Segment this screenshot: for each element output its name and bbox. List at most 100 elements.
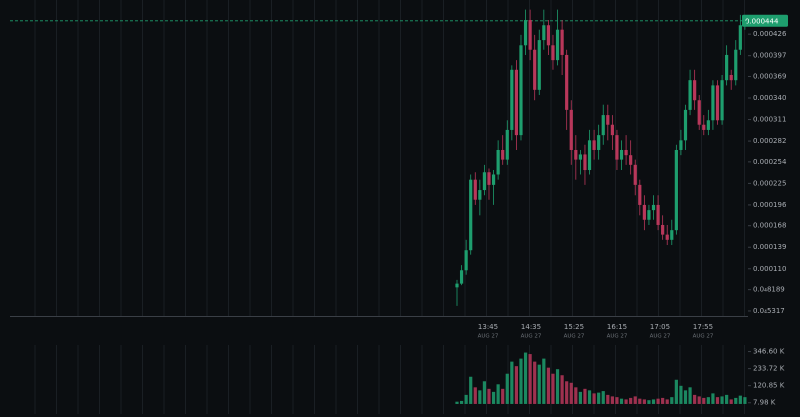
volume-bar xyxy=(711,393,715,404)
x-tick-time: 17:55 xyxy=(693,323,713,331)
candle-body xyxy=(587,140,592,171)
volume-bar xyxy=(459,400,464,404)
y-tick-label: 0.000426 xyxy=(753,30,787,38)
volume-bar xyxy=(455,401,459,404)
candle-body xyxy=(720,80,724,121)
y-tick-label: 0.000225 xyxy=(753,179,786,187)
volume-bar xyxy=(505,373,509,404)
candle-body xyxy=(619,149,624,160)
volume-bar xyxy=(533,361,537,404)
candle-body xyxy=(519,45,523,136)
volume-bar xyxy=(592,393,596,404)
volume-bar xyxy=(491,391,496,404)
candle-body xyxy=(624,149,628,156)
candle-body xyxy=(491,174,496,185)
x-tick-date: AUG 27 xyxy=(650,334,671,340)
volume-bar xyxy=(482,381,487,404)
y-tick-label: 0.000397 xyxy=(753,52,786,60)
candle-body xyxy=(633,164,637,185)
x-tick-date: AUG 27 xyxy=(564,334,585,340)
volume-bar xyxy=(569,382,573,404)
candle-body xyxy=(551,45,555,61)
candle-body xyxy=(642,204,646,220)
volume-bar xyxy=(697,396,701,404)
volume-bar xyxy=(601,391,605,404)
volume-bar xyxy=(542,358,546,404)
volume-bar xyxy=(725,394,729,404)
volume-bar xyxy=(464,394,468,404)
candle-body xyxy=(661,224,665,235)
volume-bar xyxy=(661,397,665,404)
volume-tick-label: 120.85 K xyxy=(753,382,785,390)
candle-body xyxy=(706,120,710,130)
candle-body xyxy=(615,135,619,160)
volume-bar xyxy=(633,396,637,404)
candle-body xyxy=(546,25,550,46)
x-tick-time: 13:45 xyxy=(478,323,498,331)
candle-body xyxy=(487,172,491,185)
volume-bar xyxy=(551,373,555,404)
volume-bar xyxy=(523,352,528,404)
candle-body xyxy=(715,85,720,121)
candle-body xyxy=(702,124,706,130)
volume-tick-label: 7.98 K xyxy=(753,399,776,407)
volume-bar xyxy=(597,392,601,404)
volume-bar xyxy=(656,398,660,404)
candle-body xyxy=(711,85,715,121)
candle-body xyxy=(674,149,678,231)
candle-body xyxy=(455,283,459,288)
volume-bar xyxy=(638,398,642,404)
candle-body xyxy=(523,20,528,46)
candle-body xyxy=(743,20,747,26)
y-tick-label: 0.0₄5317 xyxy=(753,307,785,315)
candle-body xyxy=(464,250,468,271)
candle-body xyxy=(670,230,674,240)
volume-bar xyxy=(706,397,710,404)
candle-body xyxy=(638,184,642,205)
candle-body xyxy=(629,155,633,165)
candle-body xyxy=(510,69,514,130)
candle-body xyxy=(601,115,605,136)
volume-bar xyxy=(679,385,683,404)
volume-bar xyxy=(729,399,733,404)
candle-body xyxy=(583,154,587,171)
candle-body xyxy=(555,29,560,61)
volume-bar xyxy=(537,364,541,404)
candle-body xyxy=(610,124,614,136)
volume-bar xyxy=(683,390,688,404)
volume-bar xyxy=(619,398,624,404)
y-tick-label: 0.000110 xyxy=(753,265,786,273)
x-tick-date: AUG 27 xyxy=(478,334,499,340)
volume-bar xyxy=(743,397,747,404)
candle-body xyxy=(459,270,464,284)
candle-body xyxy=(656,204,660,225)
candle-body xyxy=(505,129,509,160)
candle-body xyxy=(482,172,487,191)
volume-bar xyxy=(560,375,564,404)
volume-bar xyxy=(565,381,569,404)
volume-bar xyxy=(478,390,482,404)
candle-body xyxy=(597,135,601,150)
volume-bar xyxy=(670,397,674,404)
x-tick-time: 17:05 xyxy=(650,323,670,331)
y-tick-label: 0.0₄8189 xyxy=(753,286,785,294)
volume-bar xyxy=(715,397,720,404)
candle-body xyxy=(533,49,537,90)
candle-body xyxy=(565,54,569,110)
last-price-box xyxy=(742,14,788,27)
volume-bar xyxy=(720,396,724,404)
volume-bar xyxy=(496,384,500,404)
volume-bar xyxy=(674,379,678,404)
x-tick-date: AUG 27 xyxy=(693,334,714,340)
volume-bar xyxy=(528,354,532,404)
volume-bar xyxy=(693,394,697,404)
volume-bar xyxy=(624,399,628,404)
candle-body xyxy=(574,149,578,160)
candle-body xyxy=(734,49,738,81)
volume-bar xyxy=(546,367,550,404)
volume-bar xyxy=(688,387,692,404)
volume-bar xyxy=(610,396,614,404)
y-tick-label: 0.000139 xyxy=(753,243,786,251)
volume-bar xyxy=(473,387,477,404)
